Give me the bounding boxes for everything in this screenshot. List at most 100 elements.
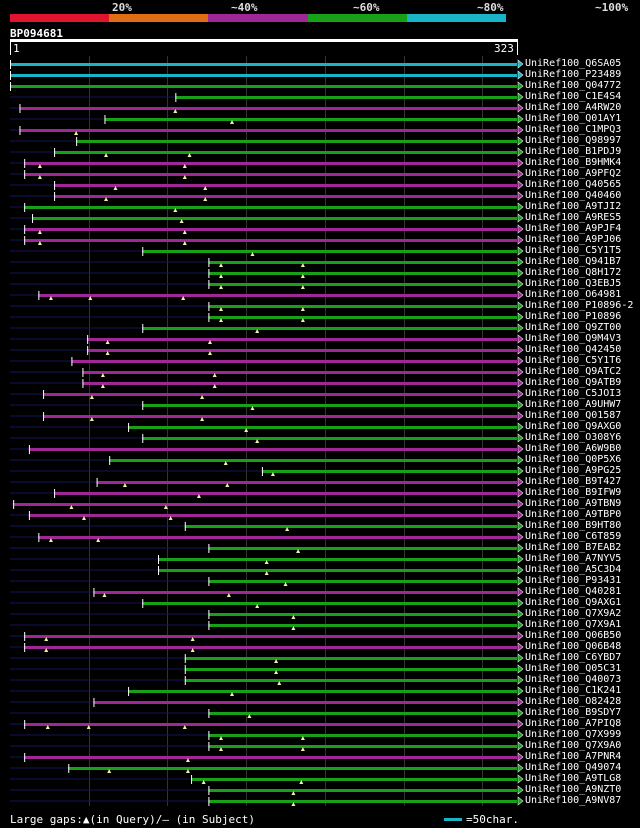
hit-row[interactable] — [10, 147, 524, 157]
hit-bar[interactable] — [71, 360, 517, 363]
hit-row[interactable] — [10, 499, 524, 509]
hit-label[interactable]: UniRef100_A6W9B0 — [525, 443, 622, 454]
hit-row[interactable] — [10, 774, 524, 784]
hit-row[interactable] — [10, 730, 524, 740]
hit-label[interactable]: UniRef100_C1E4S4 — [525, 91, 622, 102]
hit-label[interactable]: UniRef100_C6YBD7 — [525, 652, 622, 663]
hit-label[interactable]: UniRef100_B7EAB2 — [525, 542, 622, 553]
hit-row[interactable] — [10, 202, 524, 212]
hit-row[interactable] — [10, 620, 524, 630]
hit-bar[interactable] — [208, 547, 518, 550]
hit-row[interactable] — [10, 631, 524, 641]
hit-bar[interactable] — [24, 239, 517, 242]
hit-label[interactable]: UniRef100_B9IFW9 — [525, 487, 622, 498]
hit-row[interactable] — [10, 312, 524, 322]
hit-bar[interactable] — [208, 712, 518, 715]
hit-bar[interactable] — [24, 162, 517, 165]
hit-label[interactable]: UniRef100_A7NYV5 — [525, 553, 622, 564]
hit-row[interactable] — [10, 719, 524, 729]
hit-label[interactable]: UniRef100_A9NV87 — [525, 795, 622, 806]
hit-row[interactable] — [10, 180, 524, 190]
hit-bar[interactable] — [32, 217, 517, 220]
hit-label[interactable]: UniRef100_Q7X9A1 — [525, 619, 622, 630]
hit-row[interactable] — [10, 785, 524, 795]
hit-row[interactable] — [10, 136, 524, 146]
hit-row[interactable] — [10, 125, 524, 135]
hit-label[interactable]: UniRef100_Q3EBJ5 — [525, 278, 622, 289]
hit-label[interactable]: UniRef100_P10896-2 — [525, 300, 634, 311]
hit-row[interactable] — [10, 587, 524, 597]
hit-bar[interactable] — [82, 371, 517, 374]
hit-row[interactable] — [10, 565, 524, 575]
hit-bar[interactable] — [208, 613, 518, 616]
hit-row[interactable] — [10, 444, 524, 454]
hit-label[interactable]: UniRef100_A9TJI2 — [525, 201, 622, 212]
hit-label[interactable]: UniRef100_Q9ATB9 — [525, 377, 622, 388]
hit-bar[interactable] — [24, 635, 517, 638]
hit-bar[interactable] — [261, 470, 517, 473]
hit-bar[interactable] — [208, 624, 518, 627]
hit-row[interactable] — [10, 543, 524, 553]
hit-bar[interactable] — [208, 283, 518, 286]
hit-label[interactable]: UniRef100_Q8H172 — [525, 267, 622, 278]
hit-bar[interactable] — [10, 74, 517, 77]
hit-label[interactable]: UniRef100_A9PJ06 — [525, 234, 622, 245]
hit-row[interactable] — [10, 664, 524, 674]
hit-row[interactable] — [10, 345, 524, 355]
hit-label[interactable]: UniRef100_Q7X9A0 — [525, 740, 622, 751]
hit-label[interactable]: UniRef100_Q06B50 — [525, 630, 622, 641]
hit-label[interactable]: UniRef100_A9NZT0 — [525, 784, 622, 795]
hit-bar[interactable] — [208, 316, 518, 319]
hit-bar[interactable] — [54, 151, 518, 154]
hit-bar[interactable] — [93, 591, 517, 594]
hit-label[interactable]: UniRef100_Q40281 — [525, 586, 622, 597]
hit-row[interactable] — [10, 114, 524, 124]
hit-label[interactable]: UniRef100_C1MPQ3 — [525, 124, 622, 135]
hit-row[interactable] — [10, 609, 524, 619]
hit-row[interactable] — [10, 422, 524, 432]
hit-bar[interactable] — [142, 327, 517, 330]
hit-row[interactable] — [10, 411, 524, 421]
hit-row[interactable] — [10, 598, 524, 608]
hit-row[interactable] — [10, 224, 524, 234]
hit-label[interactable]: UniRef100_C5Y1T6 — [525, 355, 622, 366]
hit-label[interactable]: UniRef100_Q7X999 — [525, 729, 622, 740]
hit-bar[interactable] — [24, 173, 517, 176]
hit-row[interactable] — [10, 763, 524, 773]
hit-row[interactable] — [10, 290, 524, 300]
hit-label[interactable]: UniRef100_Q40073 — [525, 674, 622, 685]
hit-bar[interactable] — [10, 63, 517, 66]
hit-bar[interactable] — [142, 404, 517, 407]
hit-label[interactable]: UniRef100_B9HT80 — [525, 520, 622, 531]
hit-label[interactable]: UniRef100_Q7X9A2 — [525, 608, 622, 619]
hit-row[interactable] — [10, 59, 524, 69]
hit-label[interactable]: UniRef100_P93431 — [525, 575, 622, 586]
hit-label[interactable]: UniRef100_Q9ZT00 — [525, 322, 622, 333]
hit-row[interactable] — [10, 92, 524, 102]
hit-label[interactable]: UniRef100_Q98997 — [525, 135, 622, 146]
hit-row[interactable] — [10, 653, 524, 663]
hit-bar[interactable] — [175, 96, 517, 99]
hit-bar[interactable] — [128, 426, 517, 429]
hit-label[interactable]: UniRef100_A9PG25 — [525, 465, 622, 476]
hit-row[interactable] — [10, 554, 524, 564]
hit-label[interactable]: UniRef100_C6T859 — [525, 531, 622, 542]
hit-row[interactable] — [10, 686, 524, 696]
hit-bar[interactable] — [184, 525, 517, 528]
hit-bar[interactable] — [142, 437, 517, 440]
hit-label[interactable]: UniRef100_A9TBN9 — [525, 498, 622, 509]
hit-label[interactable]: UniRef100_Q49074 — [525, 762, 622, 773]
hit-label[interactable]: UniRef100_A4RW20 — [525, 102, 622, 113]
hit-bar[interactable] — [208, 745, 518, 748]
hit-label[interactable]: UniRef100_Q01587 — [525, 410, 622, 421]
hit-label[interactable]: UniRef100_C5JOI3 — [525, 388, 622, 399]
hit-label[interactable]: UniRef100_A9TLG8 — [525, 773, 622, 784]
hit-bar[interactable] — [24, 206, 517, 209]
hit-bar[interactable] — [54, 195, 518, 198]
hit-label[interactable]: UniRef100_A9PFQ2 — [525, 168, 622, 179]
hit-label[interactable]: UniRef100_O64981 — [525, 289, 622, 300]
hit-row[interactable] — [10, 642, 524, 652]
hit-bar[interactable] — [184, 657, 517, 660]
hit-row[interactable] — [10, 752, 524, 762]
hit-bar[interactable] — [76, 140, 517, 143]
